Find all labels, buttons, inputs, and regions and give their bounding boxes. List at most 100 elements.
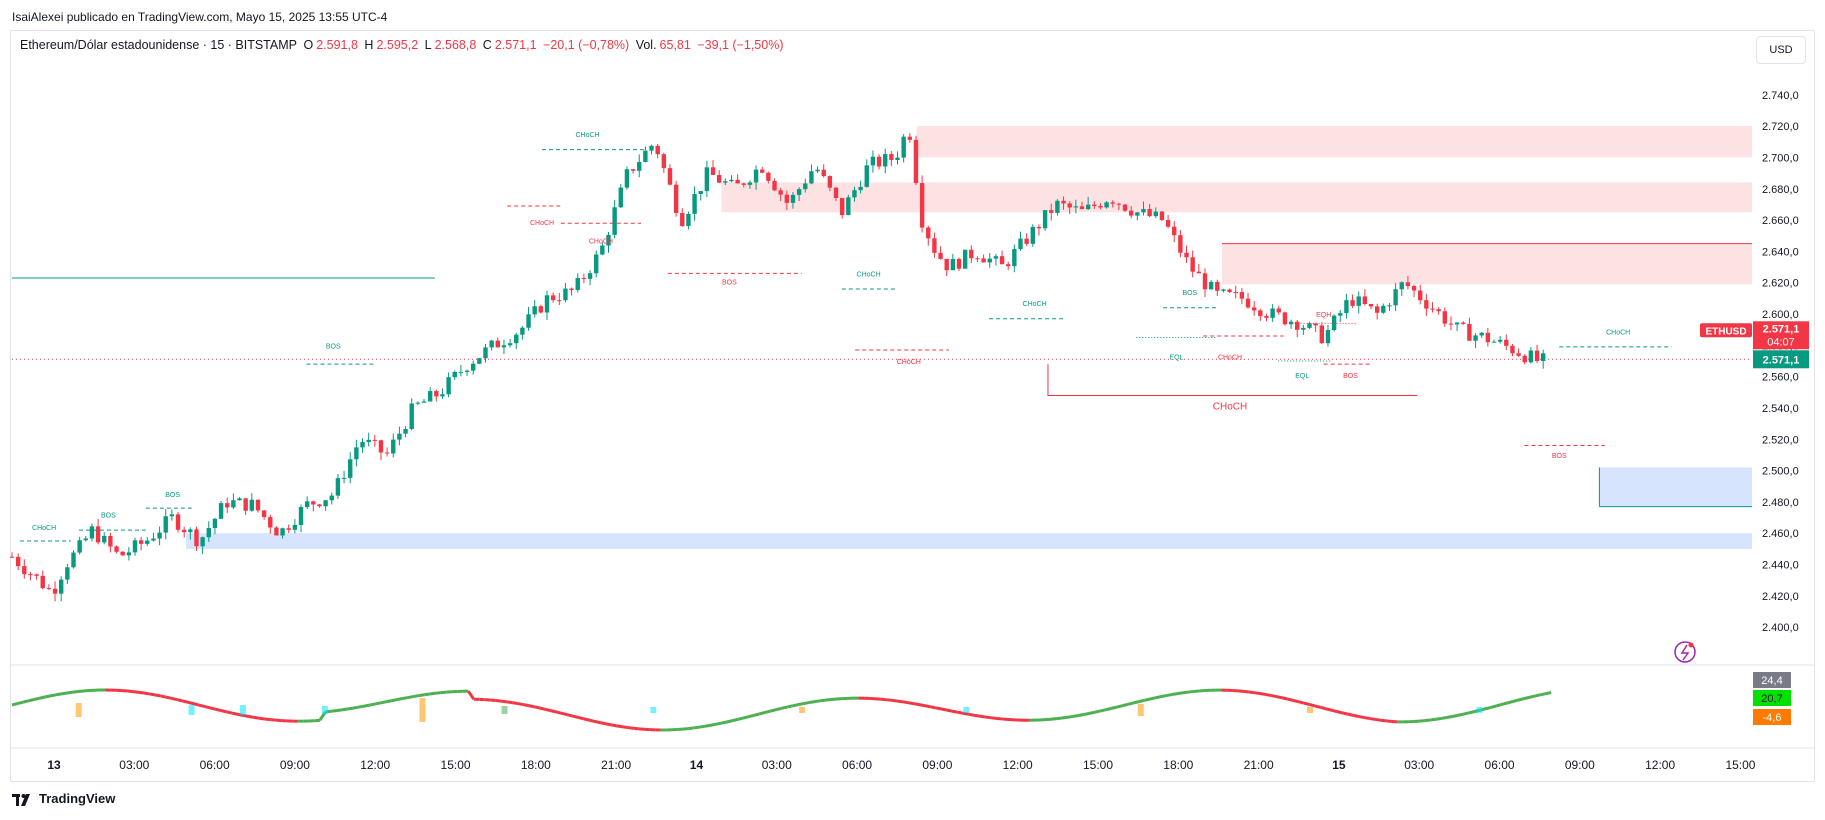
oscillator-line — [413, 694, 420, 699]
supply-zone — [1221, 243, 1752, 285]
oscillator-value-tag — [1753, 690, 1791, 706]
candle-body — [1024, 238, 1029, 244]
oscillator-line — [352, 705, 359, 710]
candle-body — [181, 529, 187, 533]
oscillator-line — [204, 704, 211, 710]
candle-body — [1030, 226, 1035, 244]
oscillator-line — [171, 696, 178, 702]
time-tick-label: 03:00 — [119, 758, 149, 772]
candle-body — [1485, 332, 1491, 343]
oscillator-line — [259, 716, 266, 721]
candle-body — [692, 193, 697, 214]
oscillator-line — [1457, 712, 1464, 717]
time-tick-label: 21:00 — [1244, 758, 1274, 772]
candle-body — [1541, 353, 1546, 362]
structure-label: EQL — [1169, 354, 1183, 361]
candle-body — [1227, 289, 1232, 293]
candle-body — [944, 258, 949, 271]
price-tick-label: 2.620,0 — [1762, 278, 1799, 290]
tradingview-footer[interactable]: TradingView — [12, 791, 115, 806]
candle-body — [1178, 235, 1183, 253]
candle-body — [83, 538, 88, 541]
oscillator-line — [1468, 710, 1475, 715]
candle-body — [1442, 311, 1448, 324]
candle-body — [643, 150, 648, 163]
oscillator-line — [1166, 693, 1173, 698]
oscillator-line — [501, 699, 507, 704]
oscillator-marker — [188, 705, 195, 715]
candle-body — [1282, 312, 1288, 325]
oscillator-line — [17, 700, 24, 706]
candle-body — [1018, 238, 1023, 250]
candle-body — [1073, 206, 1079, 208]
oscillator-line — [495, 699, 502, 703]
candle-body — [1405, 282, 1411, 287]
oscillator-line — [1122, 702, 1129, 708]
candle-body — [667, 168, 673, 185]
time-tick-label: 12:00 — [360, 758, 390, 772]
oscillator-line — [127, 689, 134, 694]
candle-body — [446, 377, 451, 395]
candle-body — [557, 300, 562, 302]
candle-body — [1338, 313, 1343, 316]
low-label: L — [424, 38, 432, 52]
candle-body — [421, 401, 427, 403]
structure-label: BOS — [1343, 373, 1358, 380]
oscillator-line — [1446, 715, 1453, 719]
oscillator-line — [891, 698, 898, 703]
candle-body — [1006, 264, 1011, 267]
oscillator-line — [951, 709, 958, 714]
oscillator-line — [522, 703, 530, 708]
candle-body — [1036, 226, 1042, 229]
candle-body — [391, 439, 396, 454]
candle-body — [1411, 286, 1417, 291]
candle-body — [249, 499, 255, 511]
time-tick-label: 09:00 — [1565, 758, 1595, 772]
oscillator-line — [1539, 692, 1547, 697]
candle-body — [501, 345, 507, 348]
time-tick-label: 15 — [1332, 758, 1346, 772]
candle-body — [784, 194, 790, 203]
candle-body — [932, 238, 937, 253]
oscillator-line — [182, 699, 189, 704]
candle-body — [686, 213, 691, 227]
time-tick-label: 18:00 — [1163, 758, 1193, 772]
oscillator-line — [775, 706, 782, 712]
candle-body — [274, 527, 279, 536]
last-price-label: 2.571,1 — [1763, 323, 1800, 335]
candle-body — [1436, 309, 1441, 312]
currency-button[interactable]: USD — [1756, 36, 1806, 64]
candle-body — [15, 556, 21, 567]
candle-body — [108, 535, 113, 547]
oscillator-line — [1517, 697, 1525, 702]
candle-body — [132, 540, 138, 553]
candle-body — [698, 191, 703, 194]
alert-icon[interactable] — [1674, 641, 1696, 663]
candle-body — [507, 343, 513, 346]
candle-body — [163, 516, 168, 533]
candle-body — [913, 139, 919, 184]
publisher-bar: IsaiAlexei publicado en TradingView.com,… — [0, 0, 1825, 28]
oscillator-line — [138, 690, 145, 695]
open-value: 2.591,8 — [316, 38, 358, 52]
candle-body — [366, 439, 371, 443]
structure-label: CHoCH — [1023, 301, 1047, 308]
candle-body — [901, 136, 906, 158]
oscillator-line — [435, 691, 441, 695]
chart-frame[interactable] — [10, 30, 1815, 782]
candle-body — [938, 252, 943, 259]
oscillator-line — [385, 699, 392, 704]
candle-body — [735, 179, 740, 184]
oscillator-line — [1528, 694, 1536, 699]
oscillator-line — [737, 716, 744, 721]
symbol-title[interactable]: Ethereum/Dólar estadounidense · 15 · BIT… — [20, 38, 297, 52]
oscillator-line — [748, 713, 755, 719]
candle-body — [796, 189, 802, 195]
oscillator-line — [907, 701, 914, 706]
candle-body — [581, 278, 587, 280]
oscillator-line — [1276, 695, 1283, 700]
volume-value: 65,81 — [659, 38, 691, 52]
candle-body — [680, 213, 685, 227]
candle-body — [188, 529, 193, 533]
